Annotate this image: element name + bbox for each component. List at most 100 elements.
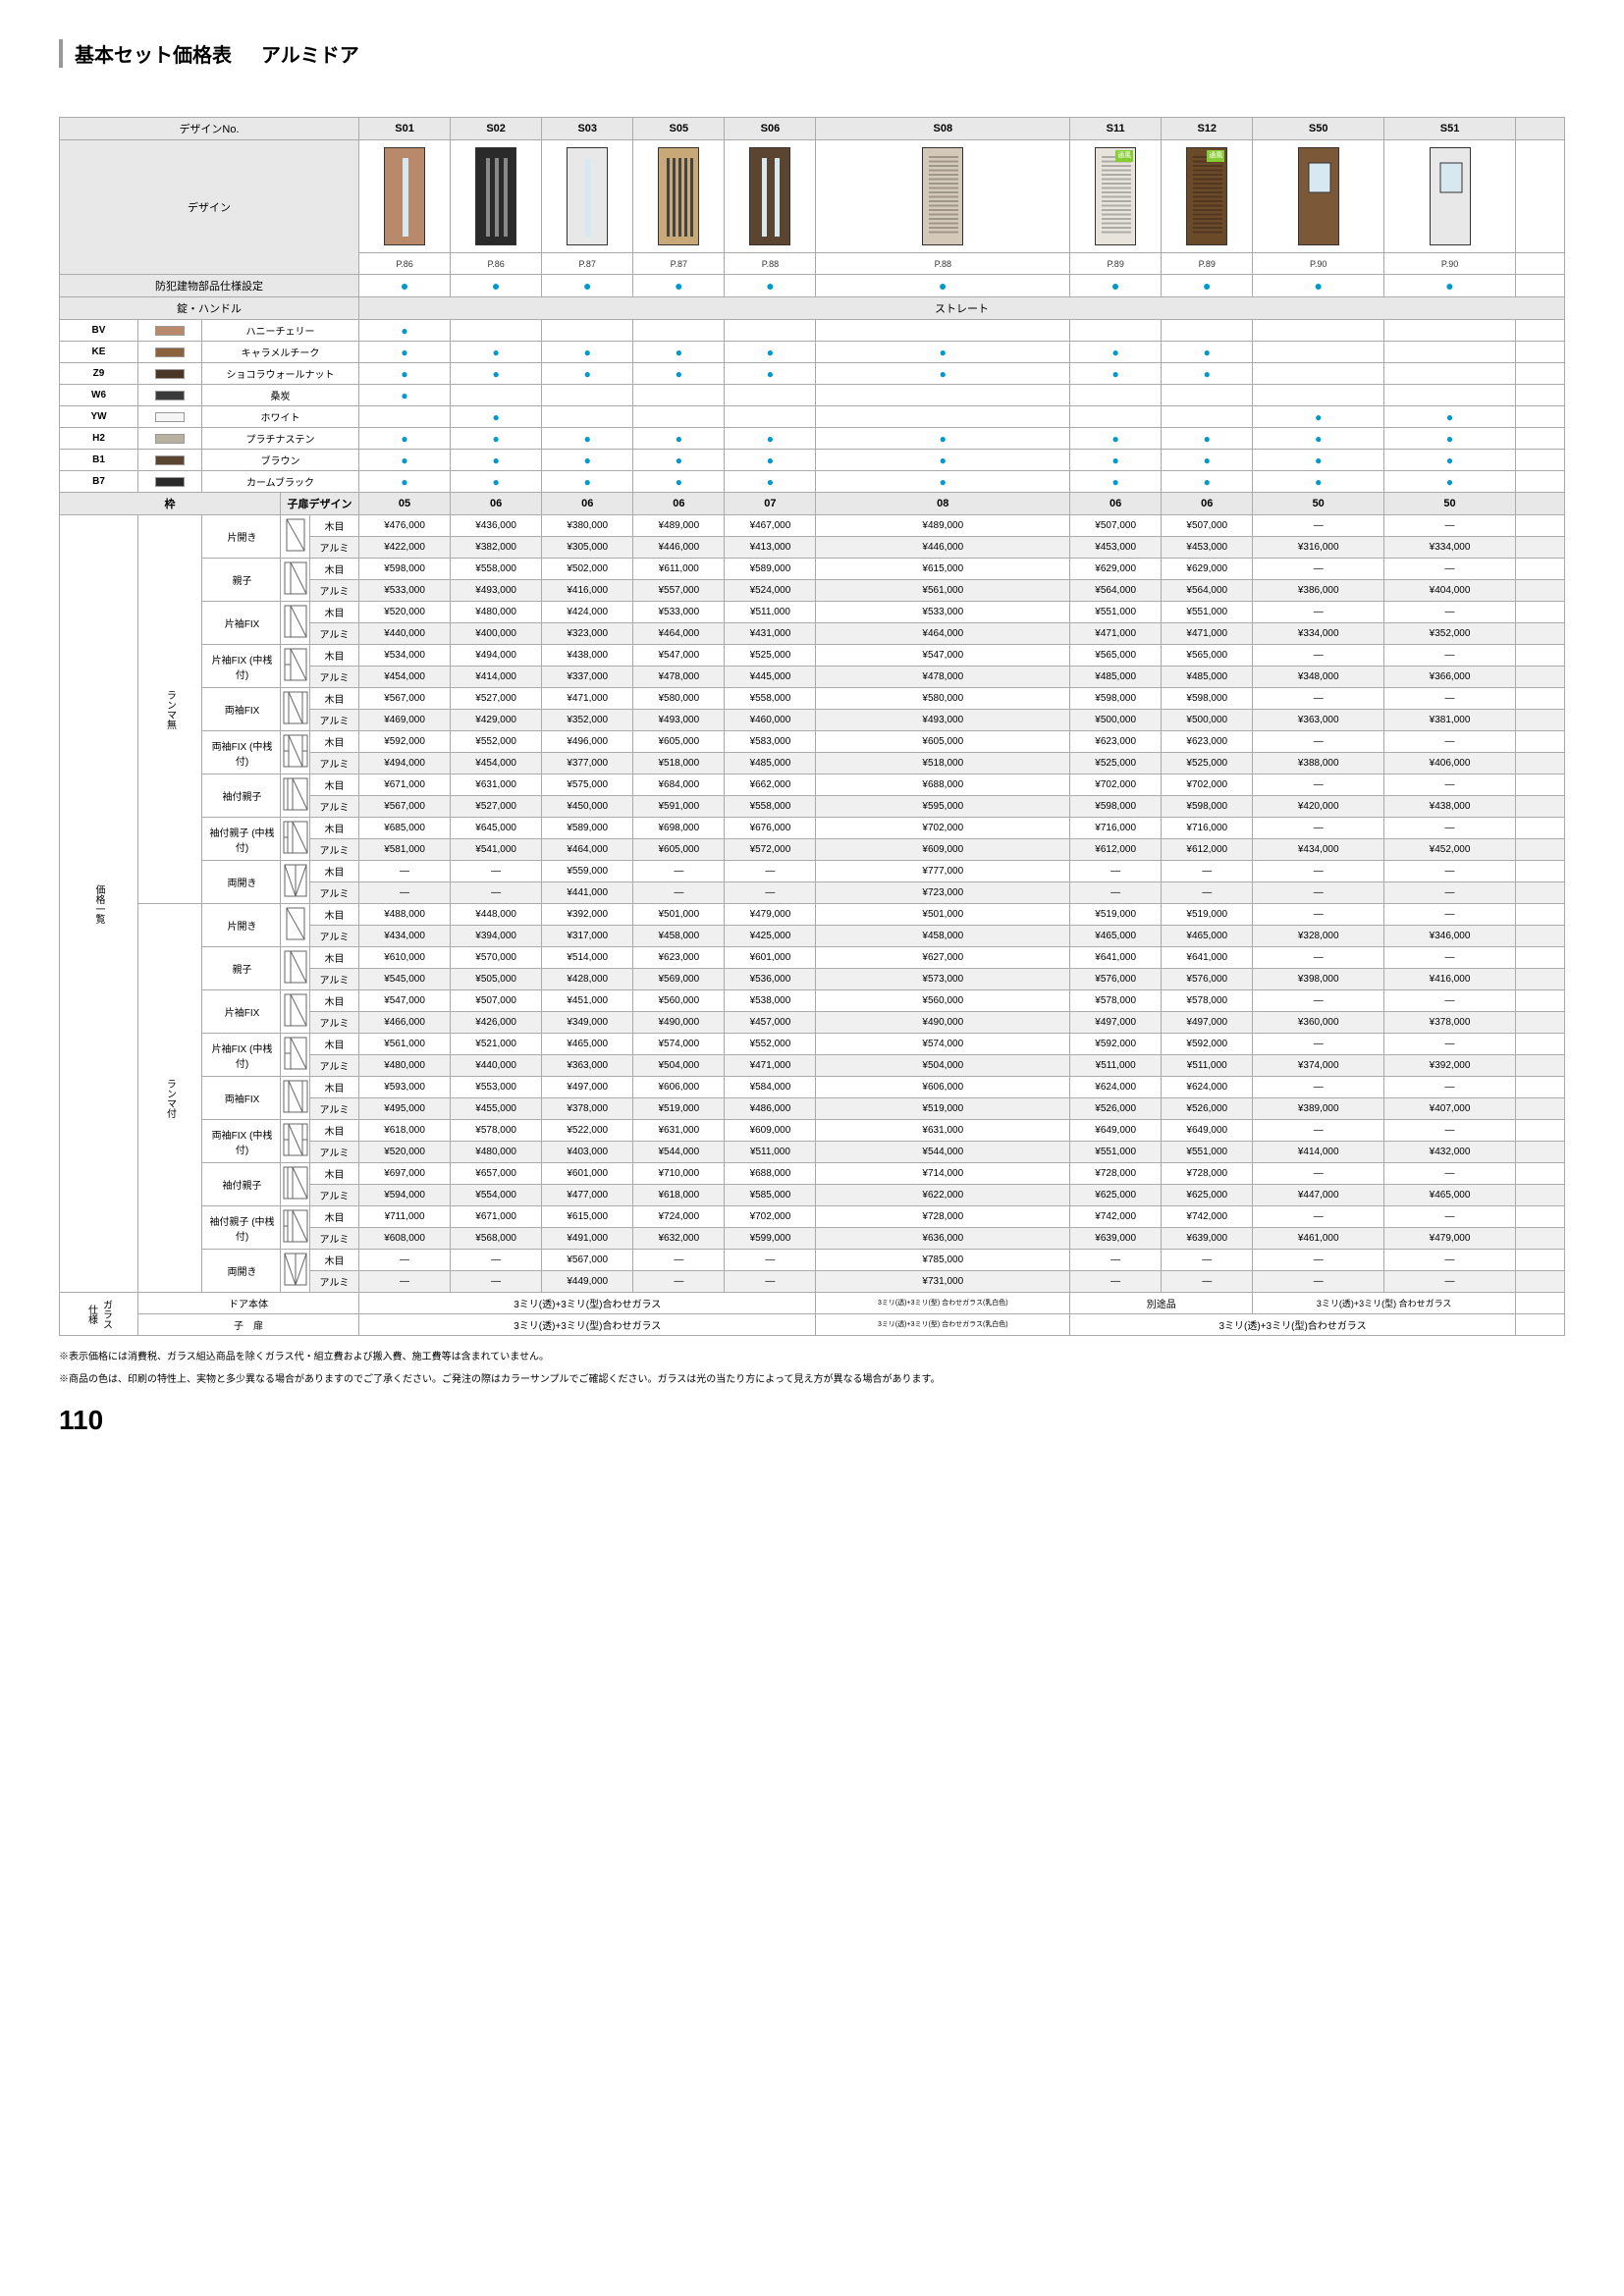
child-design-no: 05 xyxy=(359,493,451,515)
color-code: H2 xyxy=(60,428,138,450)
price-cell: ¥544,000 xyxy=(633,1142,725,1163)
price-cell: ¥728,000 xyxy=(1070,1163,1162,1185)
price-cell: ¥493,000 xyxy=(816,710,1070,731)
price-cell: — xyxy=(1384,602,1516,623)
price-cell: ¥593,000 xyxy=(359,1077,451,1098)
price-cell: ¥631,000 xyxy=(633,1120,725,1142)
price-cell: ¥567,000 xyxy=(359,688,451,710)
price-cell: ¥491,000 xyxy=(542,1228,633,1250)
material-label: 木目 xyxy=(310,1163,359,1185)
design-no: S05 xyxy=(633,118,725,140)
price-cell: ¥547,000 xyxy=(359,990,451,1012)
price-cell: ¥589,000 xyxy=(725,559,816,580)
page-ref: P.87 xyxy=(633,253,725,275)
price-cell: — xyxy=(1253,1120,1384,1142)
price-cell: ¥547,000 xyxy=(633,645,725,667)
price-cell: ¥702,000 xyxy=(1162,774,1253,796)
price-cell: ¥438,000 xyxy=(542,645,633,667)
material-label: 木目 xyxy=(310,861,359,882)
material-label: アルミ xyxy=(310,1012,359,1034)
frame-icon xyxy=(281,1206,310,1250)
security-dot: ● xyxy=(451,275,542,297)
price-cell: ¥495,000 xyxy=(359,1098,451,1120)
price-cell: ¥464,000 xyxy=(542,839,633,861)
material-label: 木目 xyxy=(310,904,359,926)
frame-name: 片袖FIX xyxy=(202,990,281,1034)
price-cell: ¥551,000 xyxy=(1070,602,1162,623)
price-cell: ¥688,000 xyxy=(725,1163,816,1185)
price-cell: ¥489,000 xyxy=(633,515,725,537)
price-cell: ¥684,000 xyxy=(633,774,725,796)
material-label: 木目 xyxy=(310,1206,359,1228)
price-cell: ¥601,000 xyxy=(725,947,816,969)
frame-icon xyxy=(281,688,310,731)
color-code: Z9 xyxy=(60,363,138,385)
price-cell: ¥505,000 xyxy=(451,969,542,990)
color-dot: ● xyxy=(633,450,725,471)
color-dot: ● xyxy=(633,342,725,363)
color-dot xyxy=(725,406,816,428)
color-dot: ● xyxy=(1070,428,1162,450)
security-dot: ● xyxy=(633,275,725,297)
price-cell: ¥519,000 xyxy=(1070,904,1162,926)
price-cell: ¥554,000 xyxy=(451,1185,542,1206)
price-cell: ¥519,000 xyxy=(633,1098,725,1120)
price-cell: ¥598,000 xyxy=(1162,688,1253,710)
price-cell: ¥572,000 xyxy=(725,839,816,861)
material-label: アルミ xyxy=(310,796,359,818)
color-dot: ● xyxy=(816,363,1070,385)
security-label: 防犯建物部品仕様設定 xyxy=(60,275,359,297)
material-label: 木目 xyxy=(310,1250,359,1271)
material-label: 木目 xyxy=(310,731,359,753)
color-dot: ● xyxy=(1070,363,1162,385)
frame-name: 片袖FIX (中桟付) xyxy=(202,1034,281,1077)
price-cell: ¥494,000 xyxy=(451,645,542,667)
price-cell: ¥392,000 xyxy=(1384,1055,1516,1077)
price-cell: ¥538,000 xyxy=(725,990,816,1012)
frame-name: 両開き xyxy=(202,861,281,904)
color-name: ブラウン xyxy=(202,450,359,471)
color-dot xyxy=(1253,363,1384,385)
frame-icon xyxy=(281,904,310,947)
price-cell: ¥518,000 xyxy=(816,753,1070,774)
color-code: KE xyxy=(60,342,138,363)
frame-name: 両袖FIX (中桟付) xyxy=(202,731,281,774)
price-cell: ¥574,000 xyxy=(816,1034,1070,1055)
price-cell: — xyxy=(1384,861,1516,882)
door-thumbnail xyxy=(359,140,451,253)
price-cell: — xyxy=(1253,947,1384,969)
price-cell: ¥346,000 xyxy=(1384,926,1516,947)
price-cell: ¥501,000 xyxy=(633,904,725,926)
price-cell: — xyxy=(1253,1034,1384,1055)
glass-spec: 3ミリ(透)+3ミリ(型)合わせガラス xyxy=(1070,1314,1516,1336)
color-name: 桑炭 xyxy=(202,385,359,406)
price-cell: ¥522,000 xyxy=(542,1120,633,1142)
color-dot: ● xyxy=(1384,450,1516,471)
price-cell: ¥467,000 xyxy=(725,515,816,537)
price-cell: ¥477,000 xyxy=(542,1185,633,1206)
price-cell: — xyxy=(1384,1120,1516,1142)
handle-label: 錠・ハンドル xyxy=(60,297,359,320)
price-cell: ¥454,000 xyxy=(451,753,542,774)
price-cell: ¥561,000 xyxy=(359,1034,451,1055)
color-dot xyxy=(1162,385,1253,406)
price-cell: ¥500,000 xyxy=(1070,710,1162,731)
child-design-no: 06 xyxy=(542,493,633,515)
color-dot xyxy=(1162,320,1253,342)
color-dot: ● xyxy=(816,471,1070,493)
color-dot: ● xyxy=(359,385,451,406)
price-cell: ¥519,000 xyxy=(1162,904,1253,926)
price-cell: ¥595,000 xyxy=(816,796,1070,818)
child-design-no: 50 xyxy=(1384,493,1516,515)
price-cell: ¥461,000 xyxy=(1253,1228,1384,1250)
price-cell: ¥507,000 xyxy=(1070,515,1162,537)
price-cell: ¥422,000 xyxy=(359,537,451,559)
color-dot: ● xyxy=(359,363,451,385)
color-code: YW xyxy=(60,406,138,428)
color-dot: ● xyxy=(1162,450,1253,471)
price-cell: ¥511,000 xyxy=(1162,1055,1253,1077)
design-no: S11 xyxy=(1070,118,1162,140)
glass-spec: 3ミリ(透)+3ミリ(型)合わせガラス xyxy=(359,1293,816,1314)
price-cell: ¥527,000 xyxy=(451,796,542,818)
color-dot xyxy=(816,320,1070,342)
